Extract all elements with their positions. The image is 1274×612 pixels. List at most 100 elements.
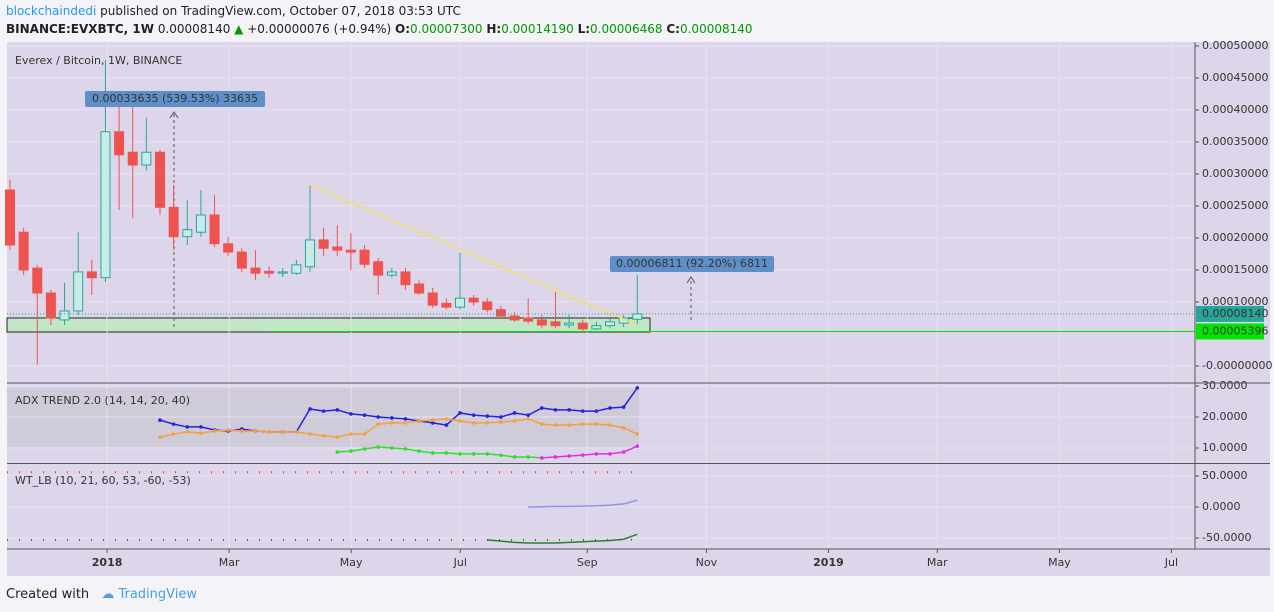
y-tick-label: 50.0000 xyxy=(1202,469,1248,482)
candle-body xyxy=(127,151,138,166)
series-dot xyxy=(430,421,435,425)
x-tick-label: May xyxy=(340,556,363,569)
publish-line: blockchaindedi published on TradingView.… xyxy=(6,4,461,18)
series-dot xyxy=(485,414,490,418)
series-dot xyxy=(362,447,367,451)
series-dot xyxy=(553,455,558,459)
series-dot xyxy=(390,421,394,425)
candle-body xyxy=(632,313,643,320)
y-tick-label: 0.00040000 xyxy=(1202,103,1268,116)
y-tick-label: 0.00050000 xyxy=(1202,39,1268,52)
up-icon: ▲ xyxy=(234,22,244,36)
symbol: BINANCE:EVXBTC, 1W xyxy=(6,22,154,36)
series-dot xyxy=(335,450,340,454)
series-dot xyxy=(362,432,367,436)
brand[interactable]: TradingView xyxy=(118,587,197,602)
series-dot xyxy=(403,417,408,421)
y-tick-label: 0.0000 xyxy=(1202,500,1241,513)
annotation: 0.00033635 (539.53%) 33635 xyxy=(92,92,258,105)
series-dot xyxy=(499,453,503,457)
series-dot xyxy=(526,417,530,421)
series-dot xyxy=(540,422,544,426)
o-label: O: xyxy=(395,22,410,36)
series-dot xyxy=(499,420,503,424)
series-dot xyxy=(185,425,190,429)
series-dot xyxy=(294,430,299,434)
series-dot xyxy=(417,449,421,453)
series-dot xyxy=(526,413,530,417)
trendline xyxy=(309,184,638,326)
series-dot xyxy=(362,413,367,417)
l-label: L: xyxy=(577,22,591,36)
candle-body xyxy=(345,249,356,253)
candle-body xyxy=(73,271,84,312)
series-dot xyxy=(349,412,353,416)
series-dot xyxy=(471,421,476,425)
candle-body xyxy=(114,131,125,156)
series-dot xyxy=(635,386,640,390)
series-dot xyxy=(594,422,599,426)
x-tick-label: Mar xyxy=(927,556,948,569)
series-dot xyxy=(376,445,380,449)
series-dot xyxy=(417,419,421,423)
candle-body xyxy=(455,297,465,308)
series-dot xyxy=(430,418,435,422)
candle-body xyxy=(155,151,165,208)
series-dot xyxy=(458,419,462,423)
y-tick-label: 10.0000 xyxy=(1202,441,1248,454)
candle-body xyxy=(291,264,302,274)
series-dot xyxy=(635,444,640,448)
candle-body xyxy=(141,151,152,166)
series-dot xyxy=(594,409,599,413)
candle-body xyxy=(564,322,575,326)
series-dot xyxy=(390,416,394,420)
series-dot xyxy=(430,451,435,455)
tv-logo: ☁ xyxy=(101,587,115,602)
series-dot xyxy=(403,447,408,451)
series-dot xyxy=(485,452,490,456)
pane-title: WT_LB (10, 21, 60, 53, -60, -53) xyxy=(15,474,191,487)
series-dot xyxy=(485,421,490,425)
annotation-bg xyxy=(610,256,774,272)
series-dot xyxy=(526,455,530,459)
author[interactable]: blockchaindedi xyxy=(6,4,97,18)
chart: 2018 Mar May Jul Sep Nov 2019 Mar May Jul 0.000500… xyxy=(5,39,1272,576)
y-tick-label: 0.00015000 xyxy=(1202,263,1268,276)
series-dot xyxy=(553,408,558,412)
last: 0.00008140 xyxy=(157,22,231,36)
candle-body xyxy=(414,283,425,294)
c-label: C: xyxy=(666,22,680,36)
candle-body xyxy=(441,302,452,308)
series-dot xyxy=(471,413,476,417)
candle-body xyxy=(86,271,97,279)
pane-title: ADX TREND 2.0 (14, 14, 20, 40) xyxy=(15,394,190,407)
candle-body xyxy=(591,325,602,330)
series-line xyxy=(541,445,638,459)
series-dot xyxy=(280,430,285,434)
series-dot xyxy=(471,452,476,456)
x-tick-label: 2018 xyxy=(92,556,123,569)
series-dot xyxy=(376,422,380,426)
series-dot xyxy=(267,430,271,434)
series-dot xyxy=(349,449,353,453)
series-dot xyxy=(335,408,340,412)
series-dot xyxy=(403,421,408,425)
series-dot xyxy=(158,418,162,422)
y-tick-label: 0.00025000 xyxy=(1202,199,1268,212)
series-dot xyxy=(540,406,544,410)
candle-body xyxy=(18,231,29,271)
candle-body xyxy=(5,189,15,246)
candle-body xyxy=(100,131,111,279)
series-dot xyxy=(171,432,176,436)
x-tick-label: Jul xyxy=(453,556,467,569)
series-dot xyxy=(171,422,176,426)
level-label: 0.00005396 xyxy=(1202,324,1268,337)
y-tick-label: 30.0000 xyxy=(1202,379,1248,392)
x-tick-label: May xyxy=(1048,556,1071,569)
series-dot xyxy=(608,423,612,427)
plot-layer: 2018 Mar May Jul Sep Nov 2019 Mar May Jul 0.000500… xyxy=(5,39,1272,569)
series-dot xyxy=(635,432,640,436)
pane-title: Everex / Bitcoin, 1W, BINANCE xyxy=(15,54,182,67)
candle-body xyxy=(195,214,206,233)
candle-body xyxy=(182,229,193,238)
